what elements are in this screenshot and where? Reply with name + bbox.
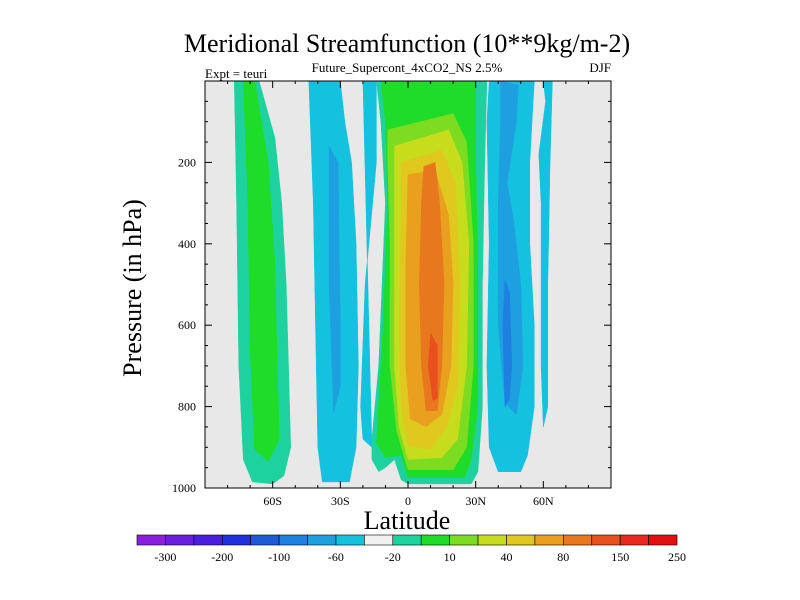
colorbar-label: 250 [668,550,686,564]
colorbar-label: -60 [328,550,344,564]
colorbar-swatch [477,534,507,546]
colorbar-swatch [648,534,678,546]
colorbar-labels: -300 -200 -100 -60 -20 10 40 80 150 250 [154,550,686,564]
colorbar-swatch [449,534,479,546]
chart-title: Meridional Streamfunction (10**9kg/m-2) [184,29,630,58]
colorbar-swatch [420,534,450,546]
contour-region-nh-negative [502,280,513,407]
contour-region-sh-negative [328,145,341,413]
x-tick-labels: 60S 30S 0 30N 60N [263,494,554,508]
colorbar-label: -200 [211,550,233,564]
colorbar-swatch [165,534,195,546]
plot-frame [204,80,612,489]
season-label: DJF [589,60,611,75]
experiment-label: Expt = teuri [205,66,268,81]
colorbar-swatch [619,534,649,546]
x-tick-label: 30N [465,494,486,508]
y-tick-label: 600 [178,318,196,332]
colorbar-swatch [278,534,308,546]
contour-region-tropical-cell [360,80,377,448]
chart-subtitle: Future_Supercont_4xCO2_NS 2.5% [312,60,503,75]
colorbar-swatch [364,534,394,546]
colorbar-label: -20 [385,550,401,564]
colorbar-swatch [221,534,251,546]
colorbar-swatch [534,534,564,546]
y-tick-labels: 200 400 600 800 1000 [172,155,196,495]
plot-area [204,80,612,489]
contour-fills [234,80,553,485]
colorbar-swatch [506,534,536,546]
colorbar-swatch [563,534,593,546]
colorbar-swatch [136,534,166,546]
contour-region-tropical-cell [428,333,438,401]
colorbar-label: 10 [444,550,456,564]
x-tick-label: 30S [331,494,350,508]
colorbar-swatch [250,534,280,546]
contour-region-tropical-cell [419,162,445,411]
y-tick-label: 1000 [172,481,196,495]
colorbar-swatch [335,534,365,546]
colorbar-label: 150 [611,550,629,564]
colorbar-label: 80 [557,550,569,564]
y-axis-label: Pressure (in hPa) [118,199,147,377]
colorbar-swatch [307,534,337,546]
x-tick-label: 60N [533,494,554,508]
y-tick-label: 400 [178,237,196,251]
y-tick-label: 800 [178,400,196,414]
contour-region-nh-high-lat [538,80,553,428]
colorbar-swatch [591,534,621,546]
contour-region-sh-polar-positive [243,80,280,462]
colorbar-swatch [392,534,422,546]
x-tick-label: 60S [263,494,282,508]
x-axis-label: Latitude [364,506,451,535]
y-tick-label: 200 [178,155,196,169]
colorbar-label: -100 [268,550,290,564]
colorbar-swatch [193,534,223,546]
colorbar [136,534,678,546]
colorbar-label: 40 [501,550,513,564]
x-tick-label: 0 [405,494,411,508]
colorbar-label: -300 [154,550,176,564]
